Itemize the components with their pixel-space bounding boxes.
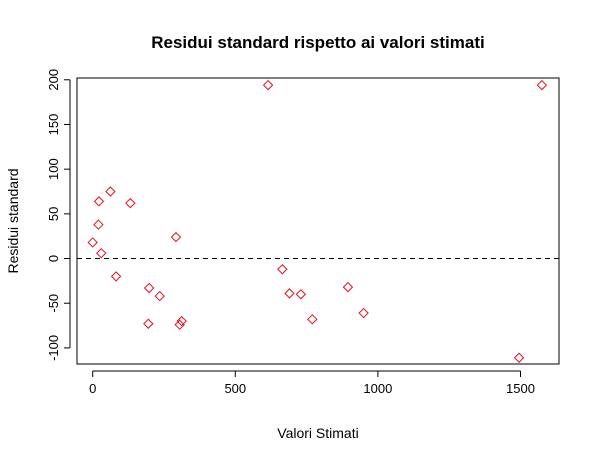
data-point xyxy=(342,281,354,293)
data-point xyxy=(143,318,154,329)
y-tick-label: 100 xyxy=(46,158,61,180)
data-point xyxy=(170,231,182,243)
x-axis: 0 500 1000 1500 xyxy=(89,370,535,396)
y-tick-label: -50 xyxy=(46,294,61,313)
data-point xyxy=(125,197,136,209)
data-point xyxy=(143,282,155,294)
data-point xyxy=(536,79,548,91)
y-tick-label: 200 xyxy=(46,69,61,91)
x-tick-label: 1000 xyxy=(363,381,392,396)
data-point xyxy=(358,307,369,319)
data-point xyxy=(93,196,105,207)
x-axis-label: Valori Stimati xyxy=(277,425,358,441)
data-point xyxy=(110,271,122,282)
data-point xyxy=(87,237,98,248)
x-tick-label: 500 xyxy=(224,381,246,396)
data-point xyxy=(176,315,187,327)
y-axis: -100 -50 0 50 100 150 200 xyxy=(46,69,71,361)
y-tick-label: -100 xyxy=(46,335,61,361)
data-point xyxy=(307,314,318,325)
data-points xyxy=(87,79,548,363)
chart-title: Residui standard rispetto ai valori stim… xyxy=(151,33,484,52)
data-point xyxy=(513,352,525,363)
data-point xyxy=(154,290,165,302)
data-point xyxy=(262,79,274,91)
x-tick-label: 0 xyxy=(89,381,96,396)
data-point xyxy=(295,289,307,300)
data-point xyxy=(277,264,288,275)
data-point xyxy=(96,247,107,259)
data-point xyxy=(174,319,185,330)
plot-frame xyxy=(76,77,560,365)
y-tick-label: 0 xyxy=(46,255,61,262)
y-axis-label: Residui standard xyxy=(5,168,21,273)
y-tick-label: 50 xyxy=(46,207,61,221)
data-point xyxy=(284,288,295,299)
y-tick-label: 150 xyxy=(46,114,61,136)
x-tick-label: 1500 xyxy=(506,381,535,396)
data-point xyxy=(105,186,116,197)
data-point xyxy=(93,219,104,230)
